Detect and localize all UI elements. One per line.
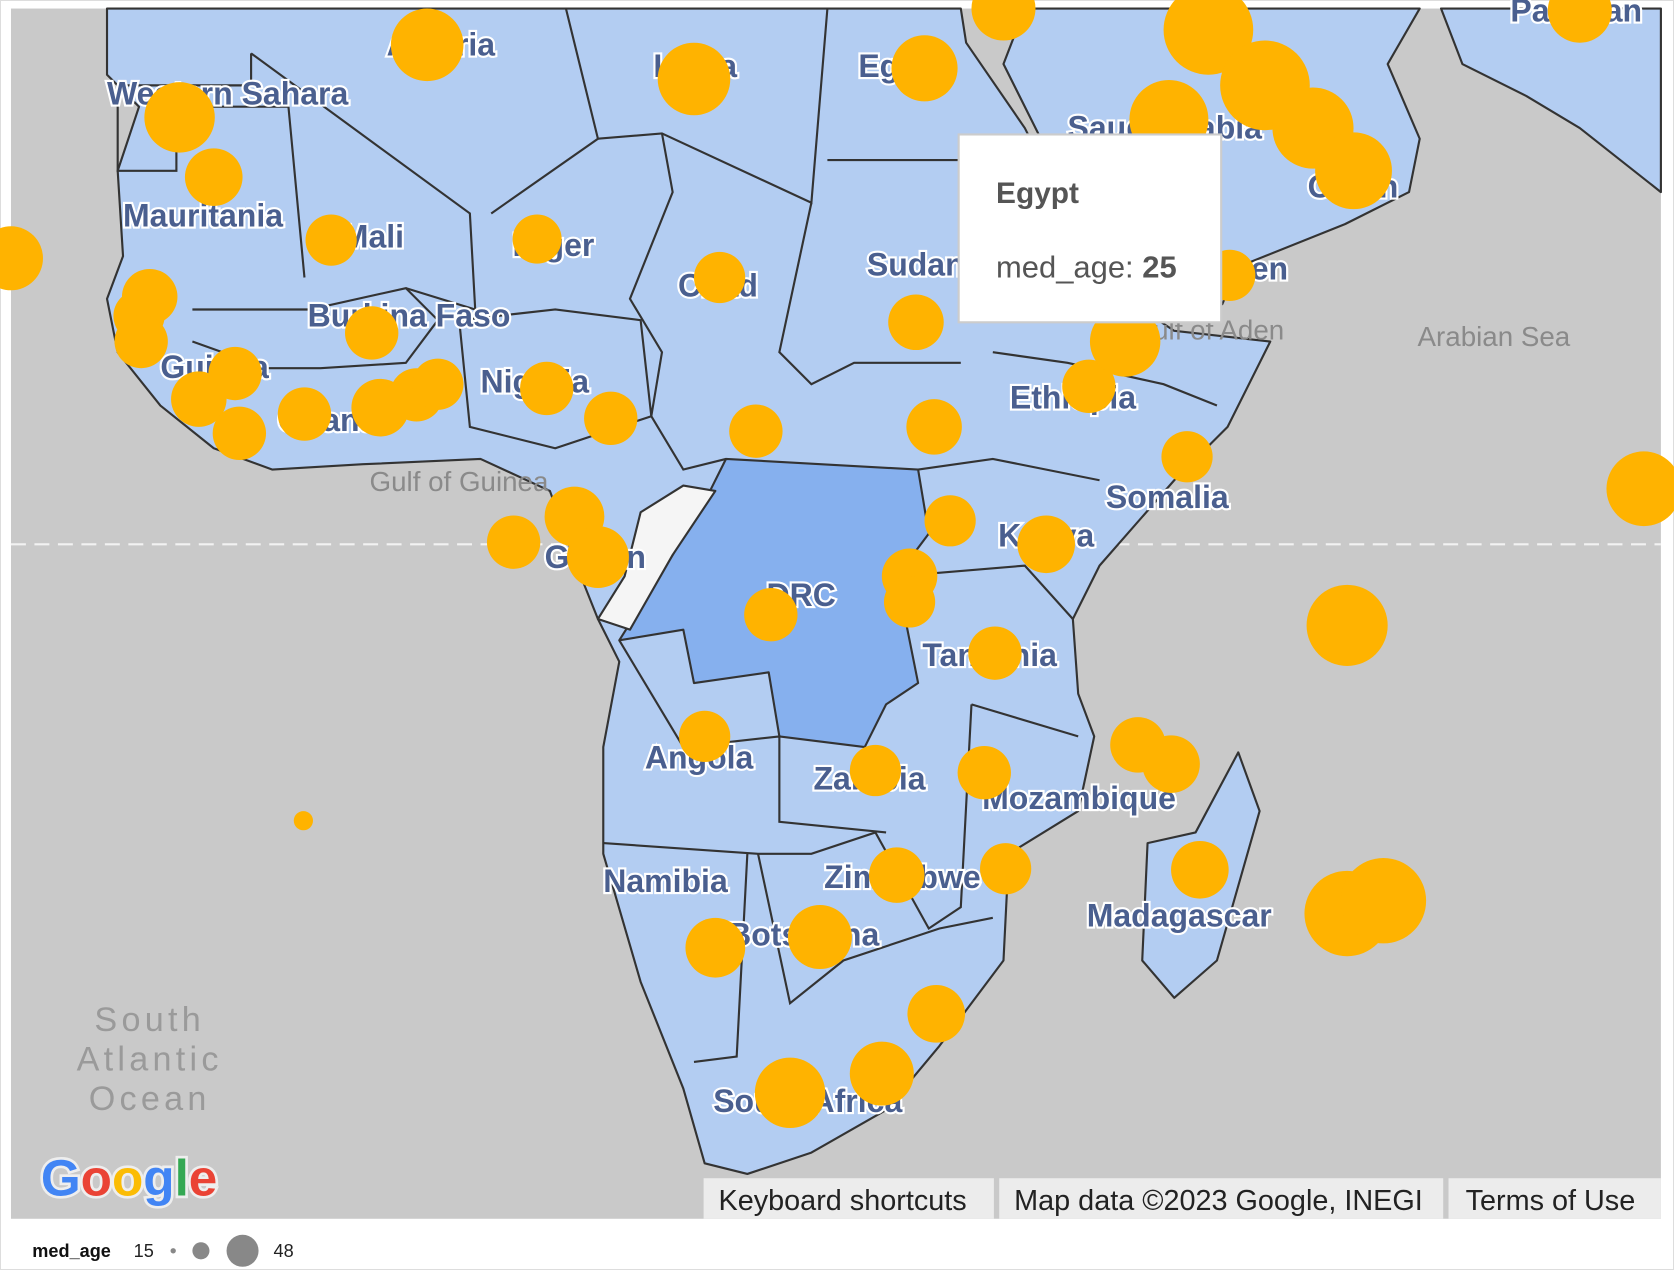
med-age-marker[interactable] bbox=[566, 526, 629, 589]
med-age-marker[interactable] bbox=[924, 495, 976, 547]
med-age-marker[interactable] bbox=[869, 847, 925, 903]
google-logo: Google bbox=[41, 1149, 217, 1206]
med-age-marker[interactable] bbox=[883, 576, 936, 628]
med-age-marker[interactable] bbox=[293, 811, 313, 831]
med-age-marker[interactable] bbox=[907, 985, 966, 1043]
tooltip-metric-value: 25 bbox=[1142, 249, 1176, 284]
med-age-marker[interactable] bbox=[390, 8, 464, 82]
tooltip-title: Egypt bbox=[996, 177, 1079, 210]
terms-of-use-link[interactable]: Terms of Use bbox=[1466, 1185, 1636, 1217]
med-age-marker[interactable] bbox=[1340, 858, 1427, 944]
med-age-marker[interactable] bbox=[412, 358, 464, 410]
map-footer: Keyboard shortcuts Map data ©2023 Google… bbox=[703, 1178, 1661, 1219]
med-age-marker[interactable] bbox=[1062, 359, 1116, 414]
map-data-attribution: Map data ©2023 Google, INEGI bbox=[1014, 1185, 1423, 1217]
med-age-marker[interactable] bbox=[906, 399, 962, 455]
map-label: Sudan bbox=[867, 246, 965, 282]
med-age-marker[interactable] bbox=[1606, 451, 1674, 527]
med-age-marker[interactable] bbox=[584, 391, 638, 446]
med-age-marker[interactable] bbox=[1161, 431, 1213, 483]
med-age-marker[interactable] bbox=[888, 294, 944, 351]
med-age-marker[interactable] bbox=[693, 251, 746, 304]
sea-label: Arabian Sea bbox=[1418, 321, 1571, 352]
country-congo[interactable] bbox=[596, 484, 717, 631]
map-label: Burkina Faso bbox=[308, 298, 511, 334]
med-age-marker[interactable] bbox=[1142, 735, 1200, 793]
map-label: Somalia bbox=[1106, 479, 1229, 515]
med-age-marker[interactable] bbox=[1315, 132, 1392, 210]
size-legend: med_age 15 48 bbox=[32, 1234, 294, 1267]
map-label: Namibia bbox=[603, 863, 728, 899]
med-age-marker[interactable] bbox=[685, 917, 746, 978]
med-age-marker[interactable] bbox=[849, 1041, 914, 1106]
ocean-label: Atlantic bbox=[77, 1040, 223, 1078]
legend-max: 48 bbox=[274, 1241, 294, 1261]
sea-label: Gulf of Guinea bbox=[370, 466, 549, 497]
med-age-marker[interactable] bbox=[114, 314, 168, 369]
legend-small-circle bbox=[170, 1248, 176, 1254]
med-age-marker[interactable] bbox=[957, 745, 1011, 800]
keyboard-shortcuts-link[interactable]: Keyboard shortcuts bbox=[719, 1185, 967, 1217]
pakistan-land[interactable] bbox=[1439, 7, 1662, 194]
map-label: Mozambique bbox=[982, 780, 1176, 816]
med-age-marker[interactable] bbox=[486, 515, 541, 569]
med-age-marker[interactable] bbox=[184, 148, 243, 206]
legend-min: 15 bbox=[134, 1241, 154, 1261]
med-age-marker[interactable] bbox=[345, 306, 399, 360]
med-age-marker[interactable] bbox=[212, 406, 267, 460]
ocean-label: Ocean bbox=[89, 1080, 211, 1118]
med-age-marker[interactable] bbox=[305, 214, 357, 266]
med-age-marker[interactable] bbox=[520, 361, 574, 416]
med-age-marker[interactable] bbox=[679, 710, 731, 762]
med-age-marker[interactable] bbox=[787, 905, 852, 970]
med-age-marker[interactable] bbox=[512, 214, 562, 264]
tooltip-metric-label: med_age: bbox=[996, 249, 1134, 284]
tooltip: Egypt med_age: 25 bbox=[957, 133, 1223, 324]
med-age-marker[interactable] bbox=[171, 371, 227, 427]
med-age-marker[interactable] bbox=[144, 82, 215, 153]
ocean-label: South bbox=[94, 1001, 205, 1039]
med-age-marker[interactable] bbox=[754, 1057, 826, 1129]
tooltip-metric: med_age: 25 bbox=[996, 249, 1177, 284]
med-age-marker[interactable] bbox=[968, 626, 1022, 680]
legend-title: med_age bbox=[32, 1241, 111, 1261]
med-age-marker[interactable] bbox=[1163, 0, 1254, 75]
map-label: Madagascar bbox=[1087, 897, 1272, 933]
med-age-marker[interactable] bbox=[1547, 0, 1612, 43]
med-age-marker[interactable] bbox=[1306, 584, 1388, 666]
med-age-marker[interactable] bbox=[729, 404, 783, 458]
med-age-marker[interactable] bbox=[891, 35, 958, 102]
med-age-marker[interactable] bbox=[0, 226, 43, 291]
med-age-marker[interactable] bbox=[277, 387, 332, 441]
med-age-marker[interactable] bbox=[980, 843, 1032, 895]
med-age-marker[interactable] bbox=[744, 588, 798, 642]
med-age-marker[interactable] bbox=[1171, 840, 1229, 899]
legend-large-circle bbox=[226, 1234, 259, 1267]
med-age-marker[interactable] bbox=[971, 0, 1036, 41]
med-age-marker[interactable] bbox=[1089, 306, 1161, 377]
med-age-marker[interactable] bbox=[849, 744, 902, 797]
legend-medium-circle bbox=[192, 1242, 210, 1260]
med-age-marker[interactable] bbox=[657, 42, 731, 116]
med-age-marker[interactable] bbox=[1017, 515, 1075, 574]
map-label: Western Sahara bbox=[107, 76, 348, 112]
